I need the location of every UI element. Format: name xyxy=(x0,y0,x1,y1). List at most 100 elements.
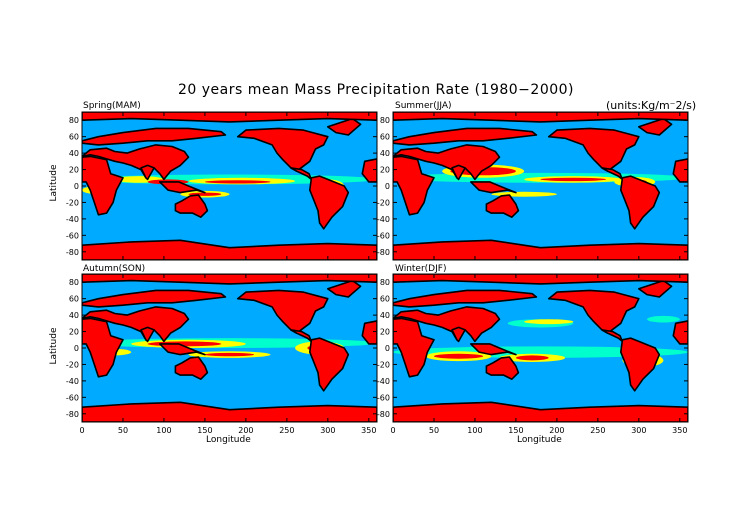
y-tick-label: 20 xyxy=(69,166,79,175)
panel-summer: -80 -60 -40 -20 0 20 40 60 80 xyxy=(377,111,689,261)
land-mass xyxy=(140,164,155,181)
y-tick-label: 40 xyxy=(380,149,390,158)
map-summer xyxy=(393,112,688,260)
y-tick-label: -60 xyxy=(377,231,390,240)
y-tick-label: 80 xyxy=(380,116,390,125)
land-mass xyxy=(82,289,227,308)
x-tick-label: 300 xyxy=(320,426,335,435)
land-mass xyxy=(393,306,501,343)
land-mass xyxy=(236,127,329,172)
x-tick-label: 300 xyxy=(631,426,646,435)
x-tick-label: 150 xyxy=(197,426,212,435)
land-mass xyxy=(82,144,190,181)
y-tick-label: 0 xyxy=(74,344,79,353)
land-mass xyxy=(393,289,538,308)
land-mass xyxy=(619,337,661,392)
land-mass xyxy=(393,127,538,146)
land-mass xyxy=(451,326,466,343)
y-tick-label: -20 xyxy=(377,198,390,207)
xlabel-winter: Longitude xyxy=(517,435,562,445)
y-tick-label: 40 xyxy=(69,311,79,320)
xlabel-autumn: Longitude xyxy=(206,435,251,445)
y-tick-label: 60 xyxy=(380,295,390,304)
land-mass xyxy=(82,239,377,260)
land-mass xyxy=(361,320,377,345)
y-tick-label: 20 xyxy=(380,328,390,337)
land-mass xyxy=(82,317,124,378)
panel-winter: 0 50 100 150 200 250 300 350 -80 -60 -40 -20 0 20 40 60… xyxy=(377,273,689,435)
y-tick-label: -20 xyxy=(66,198,79,207)
land-mass xyxy=(393,317,435,378)
land-mass xyxy=(393,112,688,123)
land-mass xyxy=(236,289,329,335)
y-tick-label: -20 xyxy=(377,360,390,369)
land-mass xyxy=(393,155,435,216)
y-tick-label: 40 xyxy=(69,149,79,158)
x-tick-label: 200 xyxy=(549,426,564,435)
y-tick-label: 60 xyxy=(69,295,79,304)
x-tick-label: 200 xyxy=(238,426,253,435)
y-tick-label: 80 xyxy=(380,278,390,287)
panel-spring: -80 -60 -40 -20 0 20 40 60 80 xyxy=(66,111,378,261)
land-mass xyxy=(451,164,466,181)
y-tick-label: 80 xyxy=(69,116,79,125)
precip-band-mid xyxy=(524,319,574,325)
y-tick-label: 40 xyxy=(380,311,390,320)
land-mass xyxy=(82,112,377,123)
land-mass xyxy=(393,144,501,181)
y-tick-label: 80 xyxy=(69,278,79,287)
y-tick-label: -40 xyxy=(66,215,79,224)
x-tick-label: 50 xyxy=(118,426,128,435)
land-mass xyxy=(82,274,377,285)
land-mass xyxy=(174,194,209,218)
y-tick-label: -40 xyxy=(66,377,79,386)
x-tick-label: 250 xyxy=(590,426,605,435)
land-mass xyxy=(393,274,688,285)
panel-autumn: 0 50 100 150 200 250 300 350 -80 -60 -40 -20 0 20 40 60… xyxy=(66,273,378,435)
land-mass xyxy=(393,401,688,422)
x-tick-label: 350 xyxy=(361,426,376,435)
y-tick-label: 0 xyxy=(385,344,390,353)
x-tick-label: 150 xyxy=(508,426,523,435)
precip-band-high xyxy=(433,353,484,359)
land-mass xyxy=(140,326,155,343)
y-tick-label: -20 xyxy=(66,360,79,369)
land-mass xyxy=(485,194,520,218)
x-tick-label: 100 xyxy=(156,426,171,435)
land-mass xyxy=(672,158,688,183)
y-tick-label: 0 xyxy=(74,182,79,191)
land-mass xyxy=(82,401,377,422)
land-mass xyxy=(485,356,520,381)
y-tick-label: -60 xyxy=(377,393,390,402)
y-tick-label: -80 xyxy=(377,248,390,257)
map-winter xyxy=(393,274,688,422)
land-mass xyxy=(308,175,350,230)
y-tick-label: -40 xyxy=(377,377,390,386)
land-mass xyxy=(361,158,377,183)
land-mass xyxy=(547,127,640,172)
y-tick-label: 0 xyxy=(385,182,390,191)
land-mass xyxy=(82,306,190,343)
land-mass xyxy=(672,320,688,345)
land-mass xyxy=(159,181,206,194)
units-label: (units:Kg/m⁻2/s) xyxy=(606,99,697,112)
land-mass xyxy=(82,155,124,216)
y-tick-label: 60 xyxy=(69,133,79,142)
land-mass xyxy=(82,127,227,146)
y-tick-label: -60 xyxy=(66,231,79,240)
x-tick-label: 0 xyxy=(390,426,395,435)
precip-band-low xyxy=(647,315,680,323)
land-mass xyxy=(469,181,517,194)
map-spring xyxy=(82,112,377,260)
x-tick-label: 100 xyxy=(467,426,482,435)
precip-band-high xyxy=(540,177,607,182)
y-tick-label: 20 xyxy=(69,328,79,337)
map-autumn xyxy=(82,274,377,422)
y-tick-label: 20 xyxy=(380,166,390,175)
land-mass xyxy=(547,289,640,335)
land-mass xyxy=(159,343,206,356)
land-mass xyxy=(393,239,688,260)
land-mass xyxy=(174,356,209,381)
